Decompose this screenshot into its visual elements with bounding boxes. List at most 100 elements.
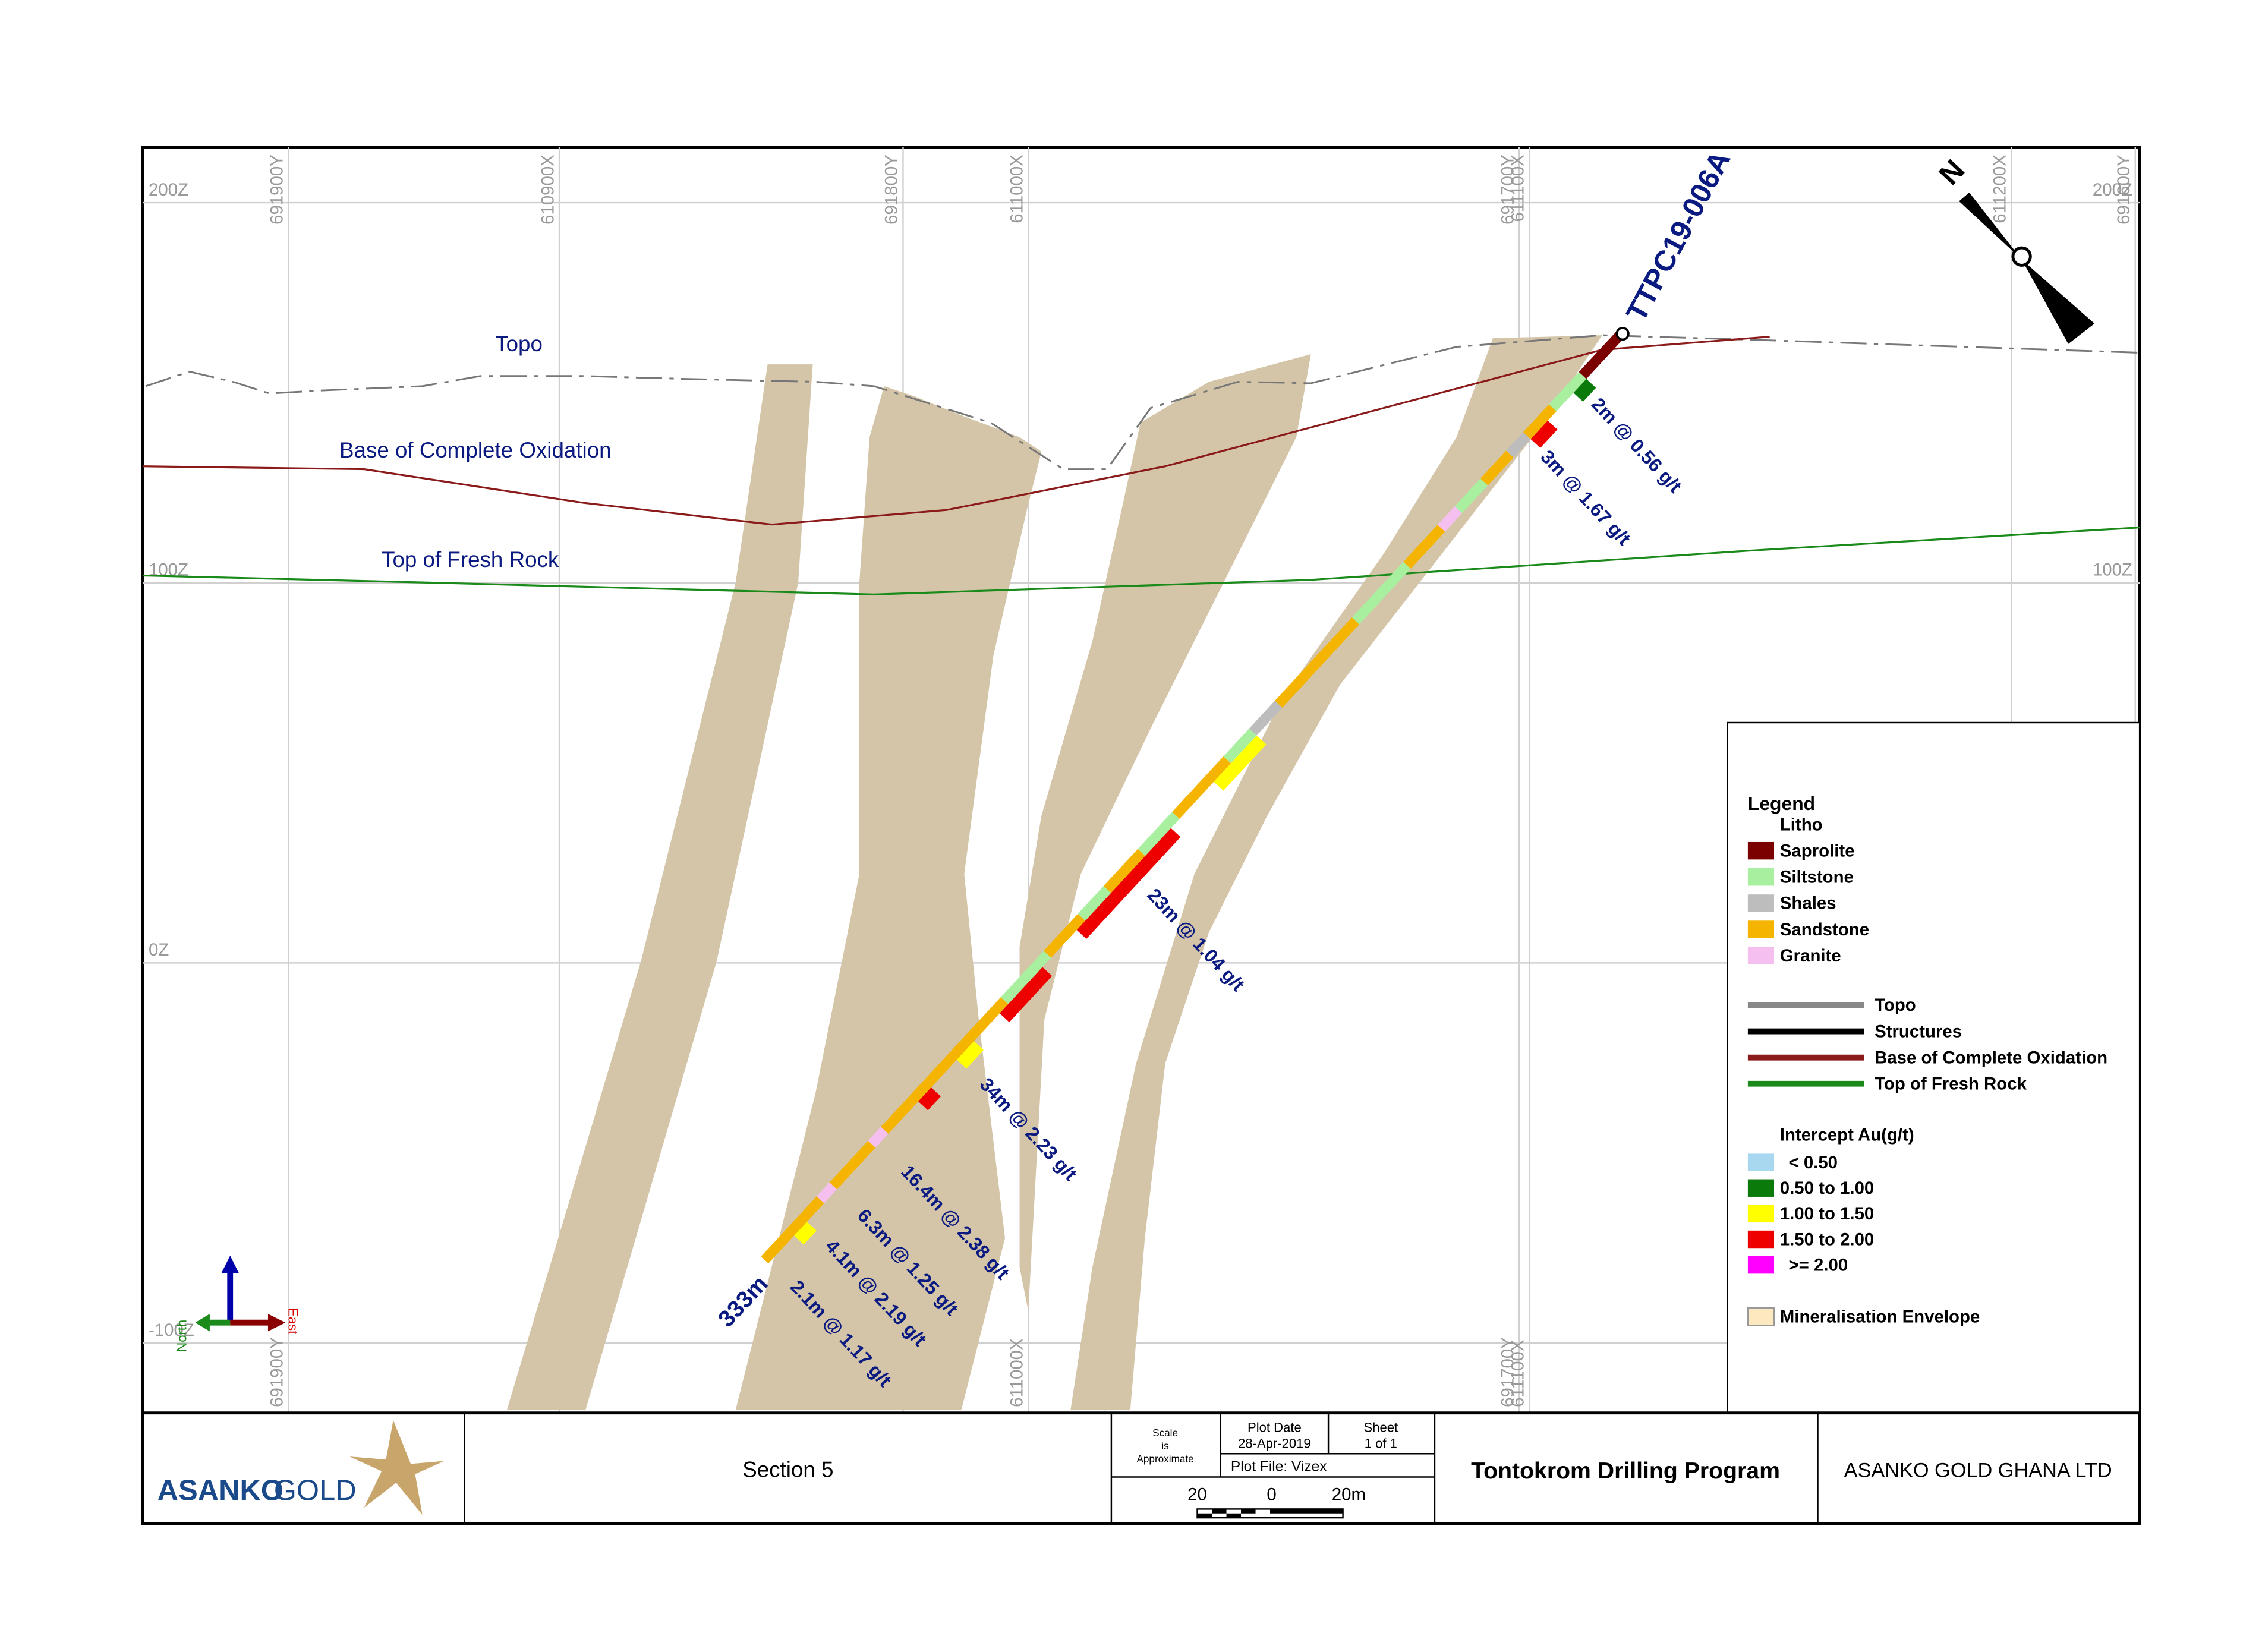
grid-label: 691600Y	[2114, 155, 2134, 225]
hole-interval	[1523, 404, 1557, 439]
annotation: Base of Complete Oxidation	[339, 438, 612, 462]
plot-date-label: Plot Date	[1247, 1420, 1302, 1435]
tofr-line	[143, 527, 2140, 595]
hole-interval	[1274, 617, 1360, 708]
legend-swatch	[1747, 947, 1775, 964]
hole-interval	[1138, 812, 1180, 856]
legend-label: Granite	[1780, 946, 1841, 966]
hole-interval	[1000, 951, 1051, 1004]
intercept-bar	[918, 1087, 941, 1111]
section-name: Section 5	[742, 1457, 833, 1481]
legend-label: Shales	[1780, 894, 1836, 913]
logo-star	[349, 1420, 445, 1515]
intercept-bar	[1214, 735, 1267, 791]
scale-label: 0	[1267, 1485, 1276, 1505]
hole-interval	[1103, 849, 1145, 893]
grid-label: 611100X	[1508, 1340, 1527, 1407]
annotation: Topo	[495, 332, 543, 356]
hole-interval	[1549, 371, 1587, 412]
hole-interval	[829, 1140, 876, 1190]
legend-label: Top of Fresh Rock	[1875, 1074, 2027, 1094]
legend-label: Sandstone	[1780, 920, 1869, 940]
level-label: 200Z	[2093, 180, 2132, 200]
axis-glyph: North East	[175, 1255, 300, 1352]
legend-swatch	[1747, 1205, 1775, 1223]
company: ASANKO GOLD GHANA LTD	[1844, 1459, 2112, 1481]
grid-label: 611200X	[1990, 155, 2010, 223]
legend-swatch	[1747, 1307, 1775, 1326]
legend-box	[1727, 721, 2141, 1414]
hole-interval	[1351, 562, 1411, 625]
legend-subtitle: Intercept Au(g/t)	[1780, 1125, 1914, 1145]
title-block	[143, 1411, 2140, 1524]
legend-label: 1.00 to 1.50	[1780, 1204, 1874, 1224]
intercept-bar	[1000, 967, 1053, 1023]
grid-label: 691700Y	[1498, 1337, 1517, 1407]
legend-label: Mineralisation Envelope	[1780, 1307, 1980, 1327]
scale-note: is	[1161, 1440, 1168, 1452]
legend-swatch	[1747, 1256, 1775, 1274]
scale-label: 20	[1187, 1485, 1207, 1505]
topo-line	[145, 334, 2140, 471]
grid-label: 611000X	[1007, 1338, 1026, 1407]
hole-interval	[761, 1196, 824, 1264]
legend-label: >= 2.00	[1789, 1255, 1848, 1275]
level-label: 0Z	[149, 940, 169, 960]
intercept-bar	[794, 1222, 817, 1245]
legend-label: Siltstone	[1780, 868, 1854, 887]
level-label: 200Z	[149, 180, 188, 200]
legend-swatch	[1747, 1230, 1775, 1249]
hole-interval	[1480, 450, 1514, 485]
legend-label: < 0.50	[1789, 1153, 1838, 1172]
legend-swatch	[1747, 920, 1775, 938]
grid-label: 611100X	[1508, 155, 1527, 222]
annotation: Top of Fresh Rock	[382, 547, 559, 572]
intercept-bar	[1573, 379, 1596, 402]
level-label: -100Z	[149, 1320, 194, 1340]
axis-label: East	[285, 1308, 300, 1334]
legend-swatch	[1747, 841, 1775, 860]
legend-label: 1.50 to 2.00	[1780, 1229, 1874, 1249]
grid-label: 691900Y	[267, 1337, 286, 1407]
hole-interval	[1172, 756, 1231, 819]
hole-interval	[1437, 506, 1463, 532]
hole-interval	[1403, 525, 1445, 569]
grid-label: 691900Y	[267, 155, 286, 225]
mineralisation-envelopes	[506, 335, 1602, 1410]
hole-interval	[1043, 913, 1086, 958]
legend-subtitle: Litho	[1780, 815, 1823, 834]
legend-label: Saprolite	[1780, 841, 1855, 860]
level-label: 100Z	[2093, 560, 2132, 579]
collar	[1615, 327, 1630, 341]
scale-bar	[1196, 1508, 1344, 1519]
hole-interval	[1223, 729, 1257, 764]
intercept-bar	[1076, 828, 1181, 939]
axis-label: North	[175, 1320, 190, 1352]
legend-swatch	[1747, 1179, 1775, 1197]
legend-label: 0.50 to 1.00	[1780, 1178, 1874, 1198]
hole-interval	[817, 1182, 837, 1203]
hole-interval	[1579, 330, 1625, 379]
plot-file: Plot File: Vizex	[1231, 1459, 1327, 1475]
legend-label: Base of Complete Oxidation	[1875, 1048, 2107, 1067]
hole-interval	[1506, 432, 1531, 458]
legend-swatch	[1747, 894, 1775, 912]
grid-label: 610900X	[538, 155, 557, 225]
sheet: 1 of 1	[1365, 1436, 1397, 1451]
scale-note: Scale	[1152, 1427, 1178, 1439]
legend-swatch	[1747, 868, 1775, 886]
legend-swatch	[1747, 1153, 1775, 1171]
hole-interval	[1249, 701, 1283, 736]
hole-interval	[1078, 886, 1111, 921]
sheet-label: Sheet	[1363, 1420, 1398, 1435]
intercept-bar	[1530, 420, 1558, 448]
hole-interval	[881, 997, 1009, 1134]
intercept-bar	[956, 1041, 984, 1069]
legend-title: Legend	[1748, 793, 1815, 814]
scale-label: 20m	[1332, 1485, 1366, 1505]
grid-label: 691700Y	[1498, 155, 1517, 225]
logo-text: ASANKO	[157, 1475, 283, 1507]
grid-label: 611000X	[1007, 155, 1026, 223]
hole-interval	[1454, 478, 1488, 513]
